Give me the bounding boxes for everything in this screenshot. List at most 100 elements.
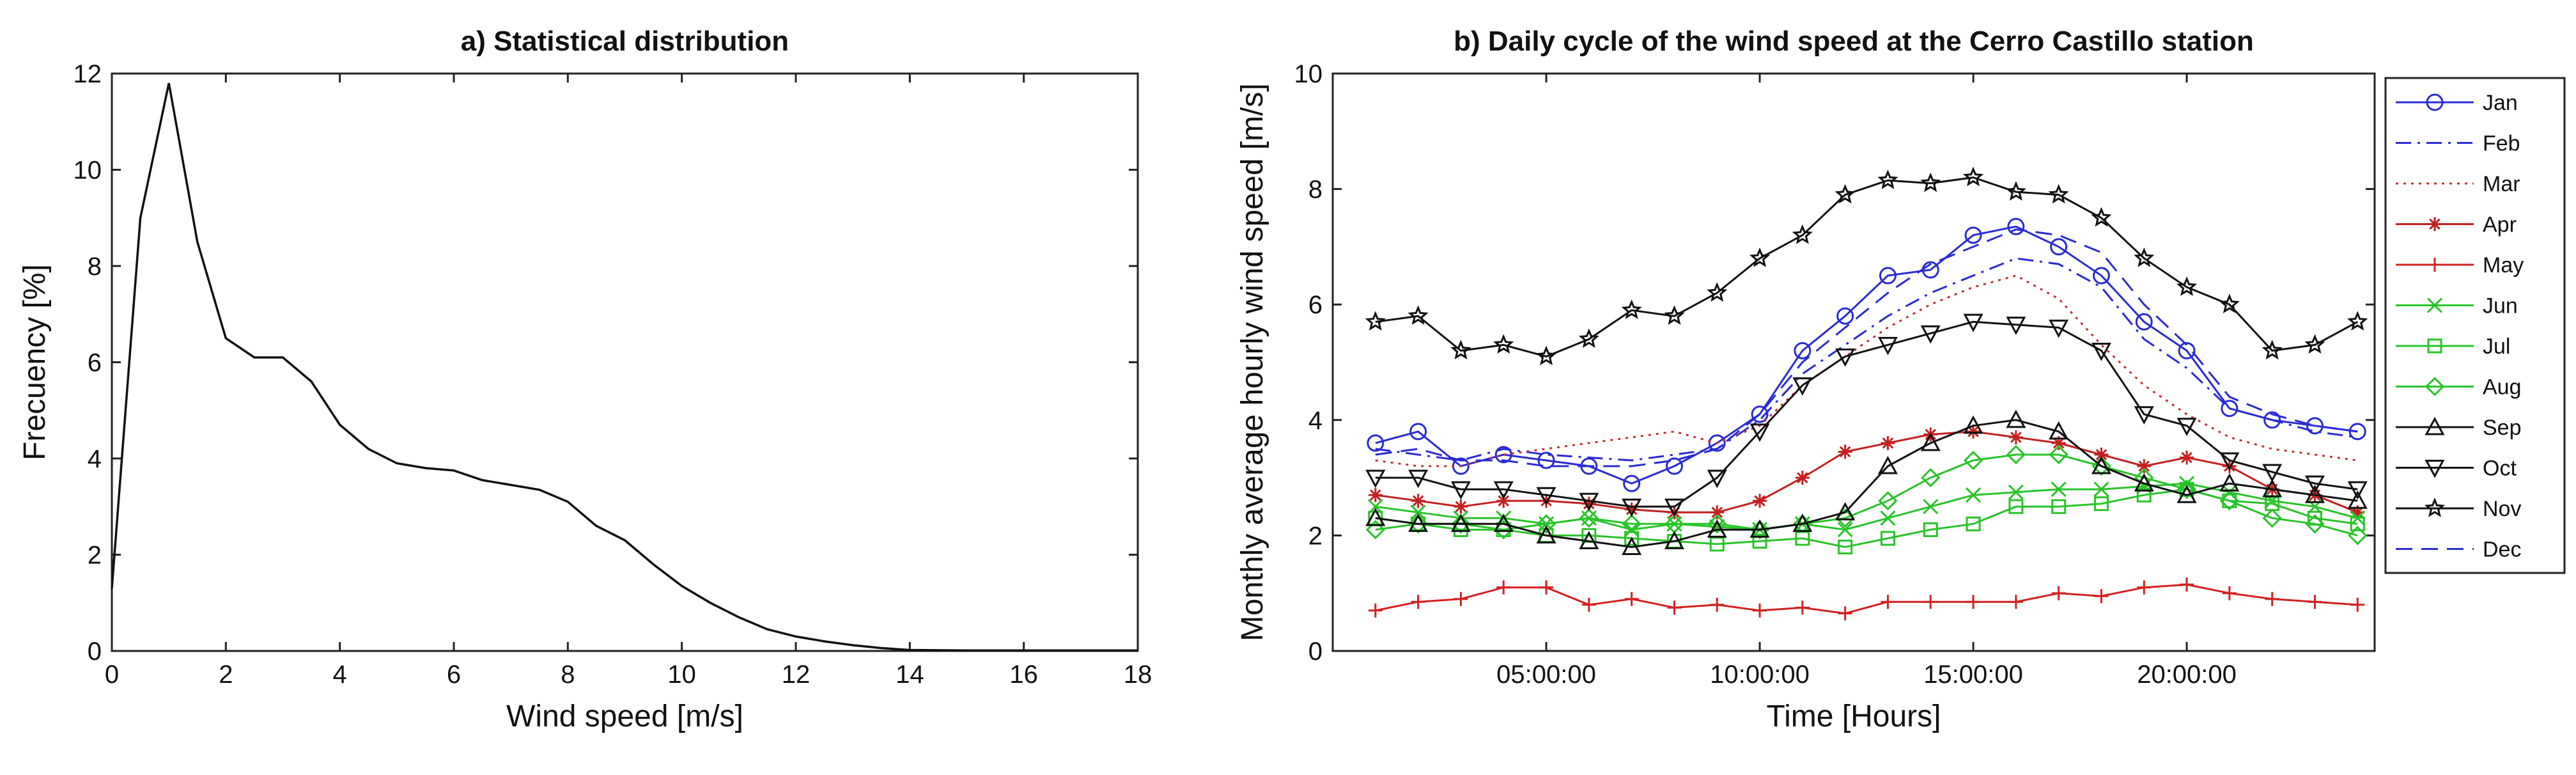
legend-label: Dec xyxy=(2483,538,2521,562)
data-point-marker xyxy=(2051,586,2066,600)
data-point-marker xyxy=(2263,411,2281,429)
data-point-marker xyxy=(1795,471,1810,485)
y-tick-label: 4 xyxy=(88,445,102,473)
data-point-marker xyxy=(1792,224,1813,244)
data-point-marker xyxy=(2091,455,2111,474)
x-tick-label: 6 xyxy=(447,661,461,689)
legend-label: Sep xyxy=(2483,416,2522,440)
x-axis-label: Wind speed [m/s] xyxy=(506,700,743,733)
x-tick-label: 10:00:00 xyxy=(1710,661,1810,689)
data-point-marker xyxy=(1835,502,1856,521)
y-tick-label: 6 xyxy=(88,349,102,377)
legend-marker xyxy=(2425,460,2445,478)
series-line-frequency xyxy=(111,82,1138,652)
y-tick-label: 2 xyxy=(1308,522,1323,550)
data-point-marker xyxy=(2180,577,2194,592)
data-point-marker xyxy=(2305,514,2325,534)
data-point-marker xyxy=(2306,417,2324,435)
data-point-marker xyxy=(1536,345,1557,366)
data-point-marker xyxy=(2176,418,2197,436)
data-point-marker xyxy=(2091,456,2111,476)
data-point-marker xyxy=(2219,294,2240,313)
data-point-marker xyxy=(1539,580,1554,595)
data-point-marker xyxy=(2176,480,2197,499)
y-tick-label: 8 xyxy=(1308,176,1323,204)
data-point-marker xyxy=(1792,377,1813,396)
series-jan xyxy=(1367,217,2366,492)
data-point-marker xyxy=(1752,533,1767,549)
x-tick-label: 20:00:00 xyxy=(2137,661,2237,689)
data-point-marker xyxy=(1963,450,1983,471)
data-point-marker xyxy=(2051,435,2066,450)
series-line-feb xyxy=(1375,257,2358,462)
legend-entry-apr: Apr xyxy=(2396,213,2517,237)
data-point-marker xyxy=(1664,305,1685,325)
data-point-marker xyxy=(2134,406,2154,425)
data-point-marker xyxy=(1622,536,1642,555)
data-point-marker xyxy=(1450,513,1471,532)
series-may xyxy=(1368,577,2365,621)
legend-label: Apr xyxy=(2483,213,2517,237)
y-tick-label: 4 xyxy=(1308,407,1323,435)
data-point-marker xyxy=(1792,513,1813,532)
series-line-may xyxy=(1375,583,2358,615)
data-point-marker xyxy=(2134,467,2154,488)
data-point-marker xyxy=(1411,494,1425,508)
x-tick-label: 0 xyxy=(105,661,119,689)
data-point-marker xyxy=(1493,334,1514,354)
data-point-marker xyxy=(1920,325,1941,344)
legend-label: Jul xyxy=(2483,334,2510,359)
x-tick-label: 8 xyxy=(561,661,575,689)
x-tick-label: 14 xyxy=(896,661,924,689)
data-point-marker xyxy=(1837,522,1853,538)
data-point-marker xyxy=(1835,184,1856,204)
data-point-marker xyxy=(2094,447,2109,462)
data-point-marker xyxy=(1450,340,1471,360)
data-point-marker xyxy=(1367,434,1385,452)
legend-entry-jun: Jun xyxy=(2396,294,2518,318)
data-point-marker xyxy=(2005,181,2026,201)
data-point-marker xyxy=(1750,520,1770,540)
data-point-marker xyxy=(2176,276,2198,296)
y-tick-label: 10 xyxy=(74,157,102,185)
data-point-marker xyxy=(2222,586,2237,600)
y-tick-label: 0 xyxy=(1308,638,1323,666)
legend: Jan Feb Mar Apr May Jun Jul Aug Sep Oct Nov Dec xyxy=(2384,77,2566,574)
data-point-marker xyxy=(1750,423,1770,442)
data-point-marker xyxy=(1877,455,1898,474)
legend-entry-aug: Aug xyxy=(2396,375,2522,400)
data-point-marker xyxy=(1537,451,1555,469)
series-aug xyxy=(1365,444,2368,545)
legend-marker xyxy=(2428,258,2442,272)
plot-area-frame xyxy=(1331,72,2376,652)
data-point-marker xyxy=(2049,444,2068,465)
data-point-marker xyxy=(2008,484,2024,500)
data-point-marker xyxy=(1838,606,1852,621)
data-point-marker xyxy=(2137,580,2152,595)
legend-marker xyxy=(2426,93,2444,111)
data-point-marker xyxy=(1579,492,1599,512)
series-line-dec xyxy=(1375,228,2358,467)
data-point-marker xyxy=(2265,591,2279,606)
data-point-marker xyxy=(2136,487,2152,503)
chart-title: b) Daily cycle of the wind speed at the … xyxy=(1454,26,2254,57)
legend-marker xyxy=(2425,416,2445,435)
data-point-marker xyxy=(1792,514,1812,534)
data-point-marker xyxy=(1454,591,1468,606)
data-point-marker xyxy=(1707,519,1727,538)
data-point-marker xyxy=(1710,505,1725,520)
panel-a-distribution-chart: 0 2 4 6 8 10 12 14 16 18 0 2 4 6 8 10 12 a) Statistical d… xyxy=(18,26,1152,733)
data-point-marker xyxy=(2094,589,2109,604)
data-point-marker xyxy=(1579,531,1599,549)
data-point-marker xyxy=(1494,446,1512,464)
y-axis-label: Monthly average hourly wind speed [m/s] xyxy=(1236,83,1269,641)
data-point-marker xyxy=(1493,513,1514,532)
legend-entry-may: May xyxy=(2396,253,2524,278)
series-line-oct xyxy=(1375,320,2358,508)
data-point-marker xyxy=(1624,522,1640,538)
data-point-marker xyxy=(2350,516,2365,531)
data-point-marker xyxy=(1624,591,1639,606)
data-point-marker xyxy=(1710,597,1725,612)
data-point-marker xyxy=(1368,488,1383,503)
data-point-marker xyxy=(2350,505,2365,520)
